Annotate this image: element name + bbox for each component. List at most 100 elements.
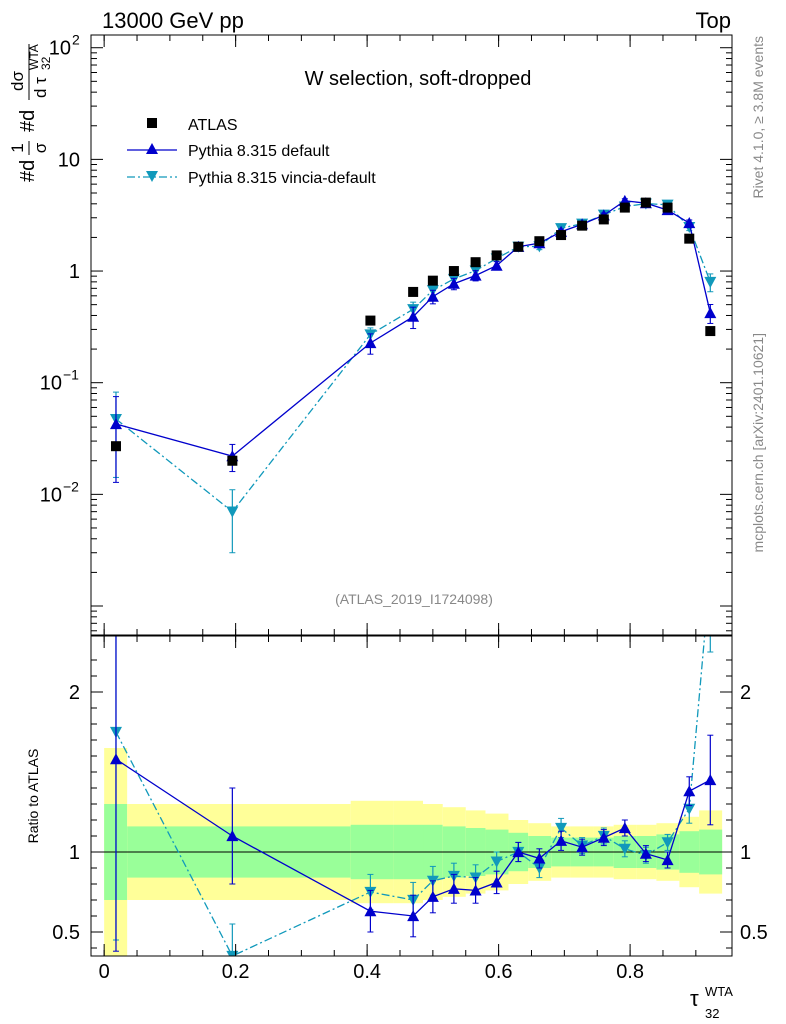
- ratio-marker-vincia: [555, 822, 568, 834]
- data-point-atlas: [534, 236, 545, 247]
- data-point-atlas: [408, 286, 419, 297]
- ratio-y-tick-label-right: 2: [740, 682, 751, 704]
- data-point-atlas: [227, 455, 238, 466]
- ratio-marker-default: [469, 884, 482, 896]
- main-marker-vincia: [704, 276, 717, 289]
- ylabel-sub: 32: [39, 56, 53, 70]
- legend-label-vincia: Pythia 8.315 vincia-default: [188, 170, 376, 187]
- ylabel-sup: WTA: [27, 44, 41, 70]
- data-point-atlas: [365, 315, 376, 326]
- data-point-atlas: [640, 197, 651, 208]
- main-marker-default: [704, 307, 717, 319]
- data-point-atlas: [577, 220, 588, 231]
- ratio-y-tick-label: 0.5: [52, 922, 80, 944]
- data-point-atlas: [513, 241, 524, 252]
- plot-title: W selection, soft-dropped: [305, 68, 532, 90]
- ratio-marker-default: [704, 774, 717, 786]
- data-point-atlas: [619, 202, 630, 213]
- main-marker-default: [426, 290, 439, 302]
- main-y-tick-label: 10: [40, 484, 62, 506]
- main-marker-vincia: [226, 506, 239, 518]
- ratio-marker-default: [512, 846, 525, 858]
- legend: ATLAS Pythia 8.315 default Pythia 8.315 …: [127, 117, 376, 187]
- main-marker-default: [364, 336, 377, 349]
- ratio-marker-default: [597, 831, 610, 843]
- ratio-marker-default: [447, 882, 460, 894]
- legend-label-default: Pythia 8.315 default: [188, 143, 330, 160]
- ylabel-hash2: #d: [17, 110, 39, 132]
- ratio-marker-default: [683, 785, 696, 797]
- main-y-tick-exponent: −1: [63, 367, 79, 383]
- ylabel-dtau: d τ: [31, 77, 50, 98]
- xlabel-tau: τ: [690, 986, 699, 1011]
- ratio-marker-default: [661, 854, 674, 866]
- data-point-atlas: [491, 250, 502, 261]
- ratio-marker-vincia: [490, 856, 503, 868]
- data-point-atlas: [705, 326, 716, 337]
- y-axis-label-ratio: Ratio to ATLAS: [25, 749, 41, 844]
- main-marker-default: [109, 418, 122, 430]
- ratio-marker-vincia: [683, 803, 696, 815]
- ratio-marker-default: [426, 890, 439, 902]
- main-marker-default: [490, 259, 503, 271]
- main-y-tick-label: 10: [49, 38, 71, 60]
- ratio-y-tick-label-right: 1: [740, 842, 751, 864]
- x-tick-label: 0.6: [485, 961, 513, 983]
- ylabel-one: 1: [8, 143, 27, 152]
- legend-marker-default: [146, 143, 158, 154]
- data-point-atlas: [448, 266, 459, 277]
- ratio-marker-default: [533, 852, 546, 864]
- main-plot-frame: [90, 34, 733, 636]
- ylabel-hash1: #d: [17, 160, 39, 182]
- legend-label-atlas: ATLAS: [188, 117, 238, 134]
- x-tick-label: 0.4: [353, 961, 381, 983]
- main-y-tick-exponent: 2: [72, 32, 80, 48]
- ratio-marker-vincia: [704, 567, 716, 578]
- ratio-axis-ticks: 0 0.2 0.4 0.6 0.8 0.5 0.5 1 1 2 2: [52, 636, 768, 983]
- main-mc-lines: [109, 194, 717, 554]
- ratio-marker-default: [639, 847, 652, 859]
- ratio-y-tick-label: 1: [69, 842, 80, 864]
- x-axis-label: τ WTA 32: [690, 984, 733, 1021]
- ratio-y-tick-label-right: 0.5: [740, 922, 768, 944]
- side-label-rivet: Rivet 4.1.0, ≥ 3.8M events: [750, 36, 766, 199]
- main-marker-default: [407, 310, 420, 322]
- main-marker-default: [469, 269, 482, 281]
- legend-marker-vincia: [146, 171, 158, 182]
- main-y-tick-exponent: −2: [63, 478, 79, 494]
- watermark: (ATLAS_2019_I1724098): [335, 591, 493, 607]
- data-point-atlas: [470, 257, 481, 268]
- data-point-atlas: [556, 230, 567, 241]
- main-line-vincia: [115, 202, 711, 513]
- main-marker-default: [447, 277, 460, 289]
- xlabel-sup: WTA: [705, 984, 733, 999]
- ratio-marker-default: [109, 753, 122, 765]
- x-tick-label: 0: [99, 961, 110, 983]
- ratio-marker-default: [226, 830, 239, 842]
- ratio-marker-vincia: [618, 843, 631, 855]
- ratio-marker-default: [364, 905, 377, 917]
- legend-marker-atlas: [147, 118, 157, 128]
- x-tick-label: 0.2: [222, 961, 250, 983]
- ratio-marker-vincia: [661, 837, 674, 849]
- main-y-tick-label: 10: [40, 373, 62, 395]
- data-point-atlas: [662, 202, 673, 213]
- data-point-atlas: [110, 441, 121, 452]
- main-y-tick-label: 10: [58, 149, 80, 171]
- x-tick-label: 0.8: [616, 961, 644, 983]
- ratio-marker-default: [490, 876, 503, 888]
- xlabel-sub: 32: [705, 1006, 719, 1021]
- ylabel-dsigma: dσ: [8, 71, 27, 91]
- ylabel-sigma: σ: [31, 142, 50, 153]
- y-axis-label-main: #d 1 σ #d dσ d τ 32 WTA: [8, 44, 53, 182]
- data-point-atlas: [684, 233, 695, 244]
- svg-text:#d: #d: [17, 160, 39, 182]
- ratio-y-tick-label: 2: [69, 682, 80, 704]
- ratio-marker-default: [576, 841, 589, 853]
- main-marker-default: [683, 217, 696, 229]
- ratio-marker-default: [407, 910, 420, 922]
- data-point-atlas: [598, 214, 609, 225]
- side-label-mcplots: mcplots.cern.ch [arXiv:2401.10621]: [750, 333, 766, 552]
